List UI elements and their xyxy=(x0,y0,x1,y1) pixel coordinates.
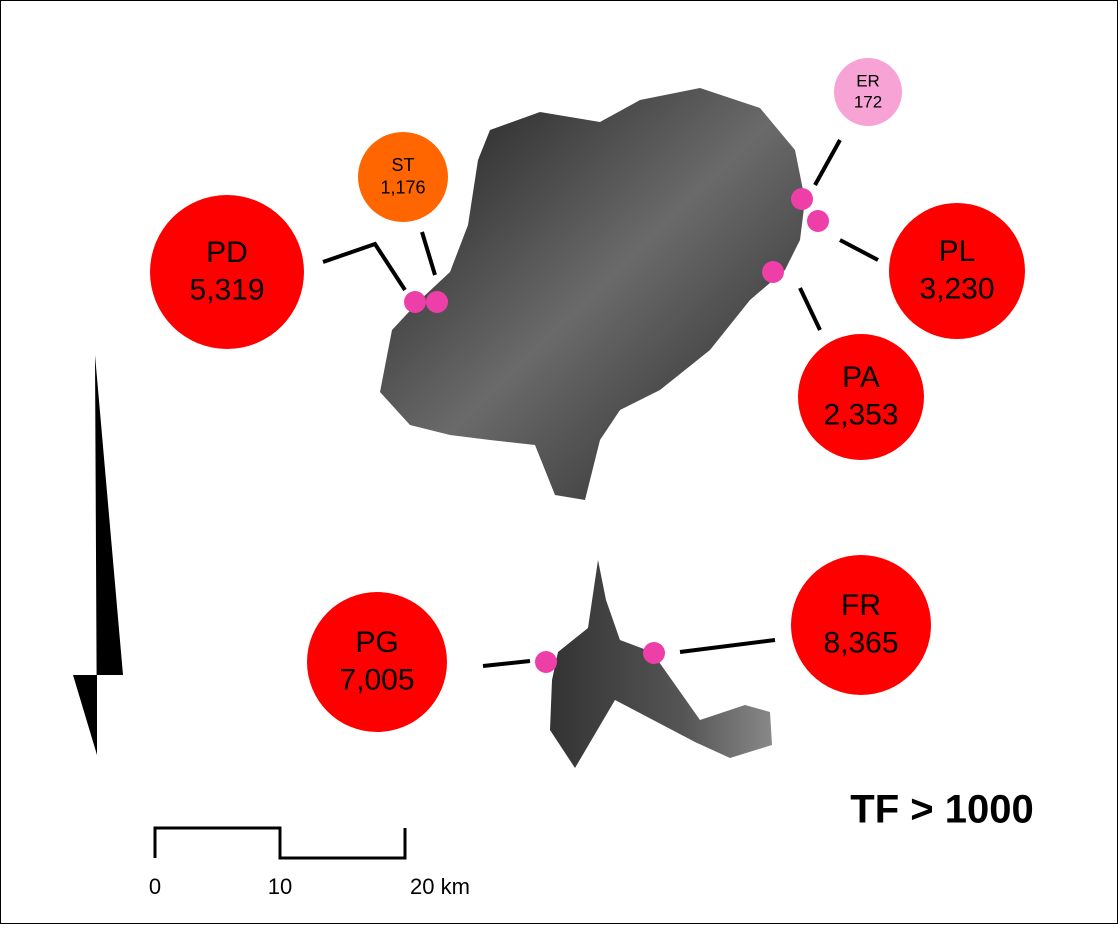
site-code: ST xyxy=(391,155,414,175)
site-circle xyxy=(791,555,931,695)
site-code: PD xyxy=(206,236,248,269)
site-marker xyxy=(643,642,665,664)
site-value: 3,230 xyxy=(919,272,994,305)
map-title: TF > 1000 xyxy=(850,788,1033,832)
site-marker xyxy=(426,291,448,313)
scale-label: 20 km xyxy=(410,874,470,899)
site-code: ER xyxy=(856,71,880,90)
site-circle xyxy=(150,195,304,349)
map: 0 10 20 km TF > 1000 PD 5,319 ST1,176 ER 172… xyxy=(0,0,1118,924)
site-marker xyxy=(535,651,557,673)
site-marker xyxy=(404,291,426,313)
site-value: 172 xyxy=(854,93,882,112)
site-marker xyxy=(762,261,784,283)
scale-label: 0 xyxy=(149,874,161,899)
site-value: 5,319 xyxy=(189,273,264,306)
site-code: FR xyxy=(841,589,881,622)
site-marker xyxy=(807,210,829,232)
site-value: 7,005 xyxy=(339,663,414,696)
site-code: PA xyxy=(842,361,880,394)
site-code: PL xyxy=(939,235,976,268)
site-circle xyxy=(798,334,924,460)
site-code: PG xyxy=(355,626,398,659)
site-circle xyxy=(889,203,1025,339)
site-value: 8,365 xyxy=(823,626,898,659)
site-circle xyxy=(307,592,447,732)
scale-label: 10 xyxy=(268,874,292,899)
site-value: 2,353 xyxy=(823,398,898,431)
site-value: 1,176 xyxy=(380,177,425,197)
site-marker xyxy=(791,188,813,210)
